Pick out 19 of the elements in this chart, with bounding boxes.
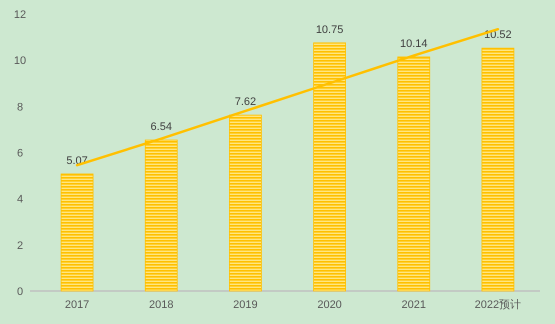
x-tick-label: 2019: [233, 299, 258, 311]
y-tick-label: 2: [16, 240, 24, 252]
y-tick-label: 0: [16, 286, 24, 298]
y-tick-label: 8: [16, 101, 24, 114]
x-tick-label: 2022预计: [474, 298, 522, 311]
data-label: 6.54: [150, 121, 172, 134]
x-tick-label: 2017: [64, 299, 90, 311]
data-label: 10.14: [400, 38, 428, 50]
bar: [482, 48, 514, 292]
y-tick-label: 4: [16, 194, 24, 206]
x-tick-label: 2020: [317, 299, 342, 311]
y-tick-label: 10: [14, 55, 26, 68]
y-tick-label: 12: [14, 9, 26, 21]
data-label: 7.62: [234, 96, 256, 108]
bar: [60, 174, 94, 292]
x-tick-label: 2018: [149, 299, 174, 311]
data-label: 10.75: [316, 24, 344, 36]
x-tick-label: 2021: [402, 299, 426, 311]
y-tick-label: 6: [16, 148, 24, 160]
